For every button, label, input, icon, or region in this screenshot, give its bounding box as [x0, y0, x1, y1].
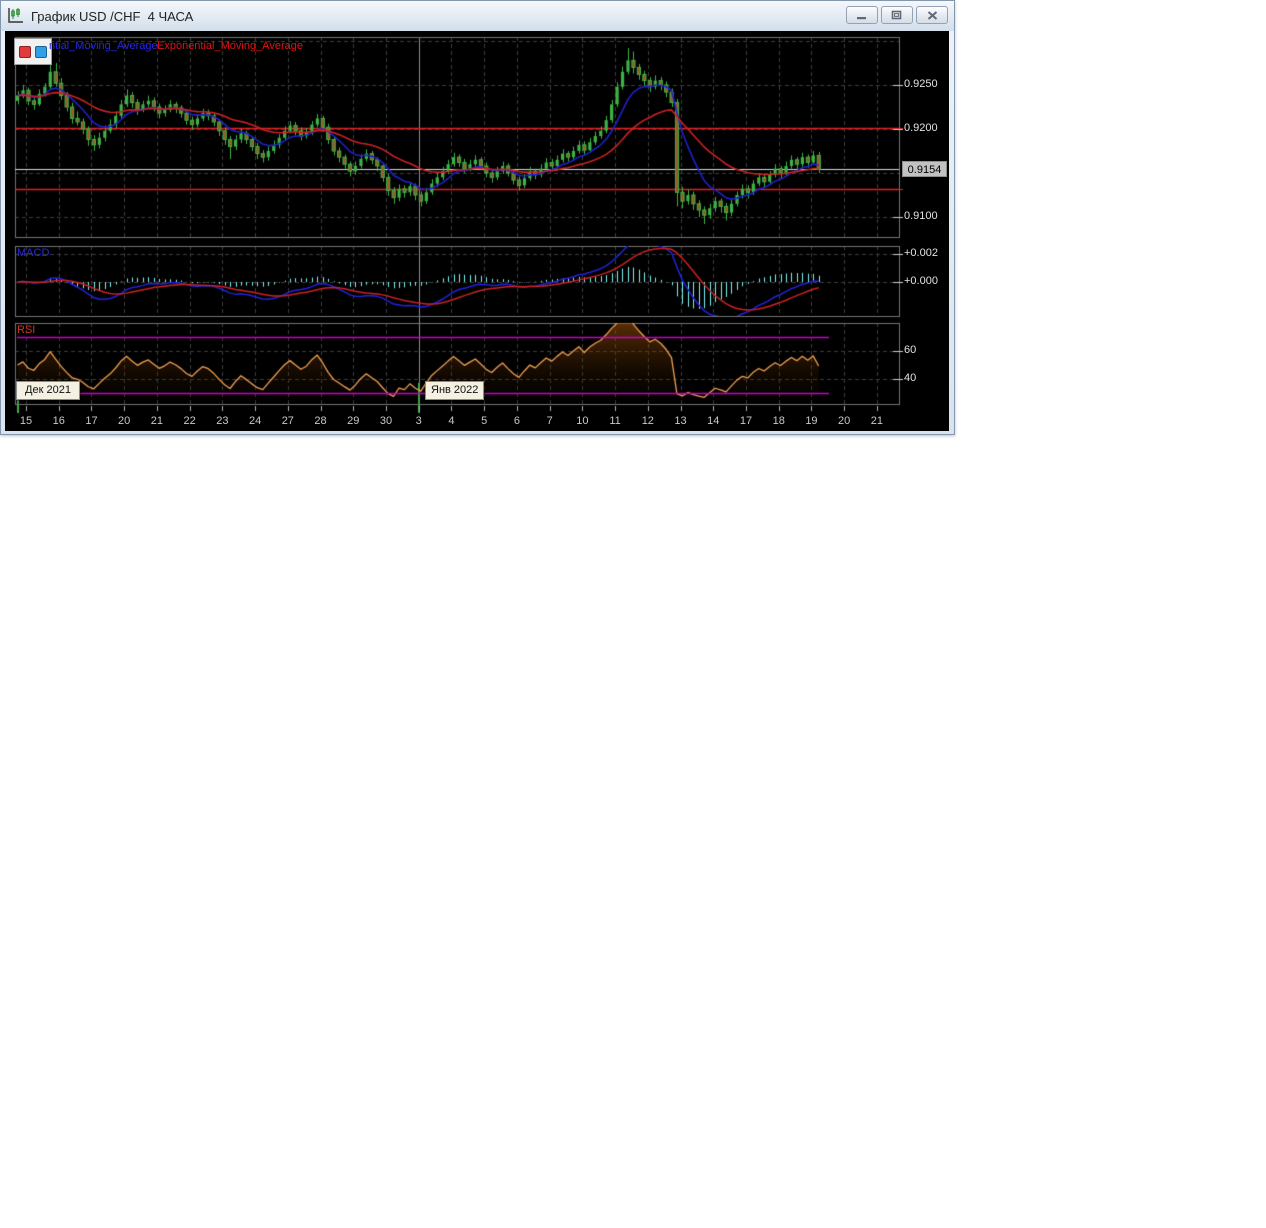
x-axis-label: 24: [248, 415, 262, 427]
window-title: График USD /CHF 4 ЧАСА: [31, 8, 194, 24]
restore-button[interactable]: [881, 6, 913, 24]
price-tick-09250: 0.9250: [904, 78, 938, 90]
legend-ema-slow-label: Exponential_Moving_Average: [157, 40, 303, 52]
indicator-red-toggle-button[interactable]: [19, 45, 31, 58]
rsi-tick-60: 60: [904, 344, 917, 356]
x-axis-label: 30: [379, 415, 393, 427]
x-axis-label: 4: [448, 415, 455, 427]
x-axis-label: 21: [150, 415, 164, 427]
candlestick-chart-icon: [7, 7, 25, 25]
indicator-toggle-box: [14, 38, 52, 65]
rsi-tick-40: 40: [904, 372, 917, 384]
x-axis-label: 27: [281, 415, 294, 427]
x-axis-label: 7: [546, 415, 553, 427]
chart-canvas[interactable]: [5, 31, 949, 431]
x-axis-label: 19: [805, 415, 818, 427]
x-axis-label: 22: [183, 415, 196, 427]
x-axis-label: 16: [52, 415, 65, 427]
legend-ema-fast-label: ntial_Moving_Average: [49, 40, 158, 52]
x-axis-label: 3: [415, 415, 422, 427]
x-axis-label: 23: [216, 415, 229, 427]
x-axis-label: 29: [347, 415, 360, 427]
month-marker-jan-2022: Янв 2022: [425, 381, 485, 400]
x-axis-label: 20: [838, 415, 851, 427]
x-axis-label: 17: [739, 415, 753, 427]
current-price-badge: 0.9154: [902, 161, 947, 177]
month-marker-dec-2021: Дек 2021: [16, 381, 80, 400]
x-axis-label: 17: [85, 415, 98, 427]
x-axis-label: 6: [513, 415, 520, 427]
indicator-blue-toggle-button[interactable]: [35, 45, 47, 58]
macd-panel-label: MACD: [17, 247, 50, 259]
price-tick-09200: 0.9200: [904, 122, 938, 134]
minimize-button[interactable]: [846, 6, 878, 24]
x-axis-label: 5: [481, 415, 488, 427]
macd-tick-0000: +0.000: [904, 275, 938, 287]
x-axis-label: 20: [118, 415, 131, 427]
macd-tick-0002: +0.002: [904, 247, 938, 259]
x-axis-label: 11: [609, 415, 621, 427]
rsi-panel-label: RSI: [17, 324, 36, 336]
x-axis-label: 13: [674, 415, 687, 427]
x-axis-label: 10: [576, 415, 589, 427]
x-axis-label: 21: [870, 415, 884, 427]
x-axis-label: 14: [707, 415, 720, 427]
x-axis-label: 15: [19, 415, 33, 427]
x-axis-label: 12: [641, 415, 654, 427]
window-controls: [846, 6, 948, 24]
close-button[interactable]: [916, 6, 948, 24]
x-axis-label: 18: [772, 415, 785, 427]
price-tick-09100: 0.9100: [904, 210, 938, 222]
titlebar[interactable]: График USD /CHF 4 ЧАСА: [1, 1, 954, 31]
chart-client-area: ntial_Moving_Average Exponential_Moving_…: [5, 31, 949, 431]
chart-window: График USD /CHF 4 ЧАСА ntial_Moving_Aver…: [0, 0, 955, 435]
x-axis-label: 28: [314, 415, 327, 427]
